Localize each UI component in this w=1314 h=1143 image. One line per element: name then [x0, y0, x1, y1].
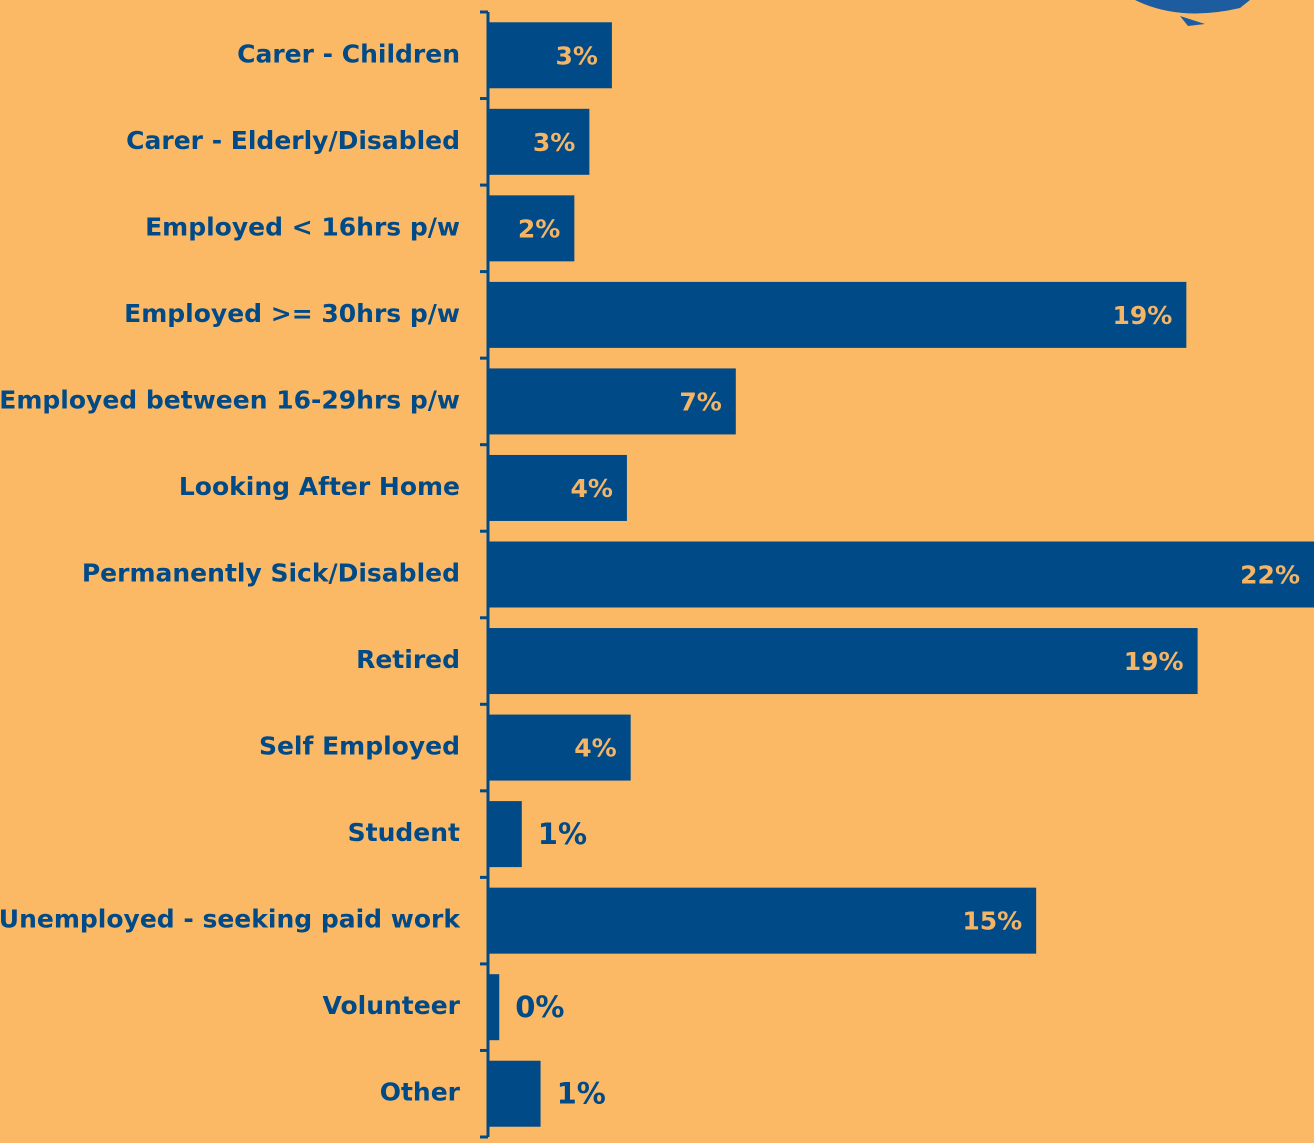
category-label: Student — [348, 818, 460, 847]
decoration — [1135, 0, 1250, 14]
category-label: Employed between 16-29hrs p/w — [0, 385, 460, 414]
category-label: Carer - Elderly/Disabled — [126, 126, 460, 155]
category-label: Carer - Children — [237, 39, 460, 68]
decoration — [1180, 16, 1205, 26]
category-label: Retired — [356, 645, 460, 674]
value-label: 3% — [555, 41, 597, 70]
bar — [488, 368, 736, 435]
bar — [488, 801, 522, 868]
category-label: Employed < 16hrs p/w — [145, 212, 460, 241]
value-label: 1% — [538, 817, 587, 851]
bar — [488, 22, 612, 89]
category-label: Looking After Home — [179, 472, 460, 501]
bar — [488, 454, 627, 521]
bar — [488, 195, 575, 262]
value-label: 3% — [533, 128, 575, 157]
value-label: 1% — [557, 1077, 606, 1111]
category-label: Other — [380, 1078, 461, 1107]
bar — [488, 281, 1187, 348]
value-label: 0% — [515, 990, 564, 1024]
value-label: 22% — [1240, 561, 1300, 590]
category-label: Permanently Sick/Disabled — [82, 559, 460, 588]
bar — [488, 108, 590, 175]
bar — [488, 714, 631, 781]
bar — [488, 887, 1037, 954]
bar — [488, 974, 500, 1041]
category-label: Unemployed - seeking paid work — [0, 905, 461, 934]
bar — [488, 541, 1314, 608]
bar — [488, 1060, 541, 1127]
value-label: 4% — [574, 734, 616, 763]
value-label: 19% — [1113, 301, 1173, 330]
value-label: 2% — [518, 214, 560, 243]
value-label: 4% — [570, 474, 612, 503]
category-label: Self Employed — [259, 732, 460, 761]
value-label: 15% — [962, 907, 1022, 936]
category-label: Volunteer — [322, 991, 460, 1020]
value-label: 7% — [679, 387, 721, 416]
value-label: 19% — [1124, 647, 1184, 676]
bar — [488, 628, 1198, 695]
category-label: Employed >= 30hrs p/w — [124, 299, 460, 328]
